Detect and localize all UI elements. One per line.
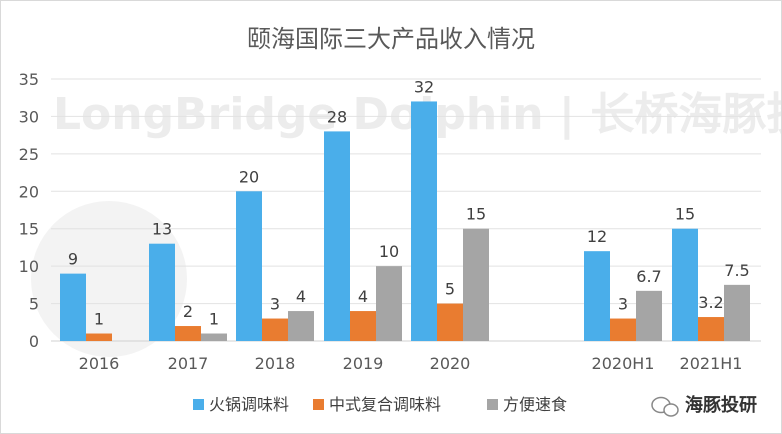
- legend: 火锅调味料 中式复合调味料 方便速食: [193, 395, 567, 414]
- bar-方便速食-2019: [376, 266, 402, 341]
- data-label: 13: [152, 220, 172, 239]
- y-tick-label: 25: [19, 145, 39, 164]
- data-label: 3: [618, 295, 628, 314]
- y-tick-label: 15: [19, 220, 39, 239]
- x-tick-label: 2018: [255, 354, 296, 373]
- bar-中式复合调味料-2019: [350, 311, 376, 341]
- data-label: 12: [587, 227, 607, 246]
- x-axis-ticks: 2016 2017 2018 2019 2020 2020H1 2021H1: [79, 354, 743, 373]
- bar-火锅调味料-2019: [324, 131, 350, 341]
- y-tick-label: 5: [29, 295, 39, 314]
- bar-火锅调味料-2020: [411, 101, 437, 341]
- bar-火锅调味料-2018: [236, 191, 262, 341]
- bar-方便速食-2017: [201, 333, 227, 341]
- chart-title: 颐海国际三大产品收入情况: [247, 25, 535, 53]
- data-label: 5: [445, 280, 455, 299]
- bar-火锅调味料-2016: [60, 273, 86, 341]
- bar-中式复合调味料-2017: [175, 326, 201, 341]
- bars: [60, 101, 750, 341]
- watermark: LongBridge Dolphin | 长桥海豚投研: [31, 89, 781, 357]
- data-label: 6.7: [636, 267, 661, 286]
- bar-中式复合调味料-2018: [262, 318, 288, 341]
- y-tick-label: 35: [19, 70, 39, 89]
- data-label: 4: [358, 287, 368, 306]
- data-label: 2: [183, 302, 193, 321]
- data-label: 4: [296, 287, 306, 306]
- data-label: 15: [466, 205, 486, 224]
- legend-label: 火锅调味料: [209, 395, 289, 414]
- data-label: 20: [239, 167, 259, 186]
- bar-方便速食-2021H1: [724, 284, 750, 341]
- data-label: 7.5: [724, 261, 749, 280]
- legend-swatch: [313, 399, 324, 410]
- legend-label: 中式复合调味料: [329, 395, 441, 414]
- bar-方便速食-2020H1: [636, 290, 662, 341]
- legend-swatch: [487, 399, 498, 410]
- x-tick-label: 2016: [79, 354, 120, 373]
- x-tick-label: 2021H1: [680, 354, 743, 373]
- data-label: 28: [327, 107, 347, 126]
- bar-中式复合调味料-2021H1: [698, 317, 724, 341]
- data-label: 1: [94, 310, 104, 329]
- legend-label: 方便速食: [503, 395, 567, 414]
- x-tick-label: 2017: [168, 354, 209, 373]
- y-tick-label: 30: [19, 107, 39, 126]
- y-axis-ticks: 0 5 10 15 20 25 30 35: [19, 70, 39, 351]
- data-label: 15: [675, 205, 695, 224]
- x-tick-label: 2020: [430, 354, 471, 373]
- x-tick-label: 2020H1: [592, 354, 655, 373]
- data-label: 1: [209, 310, 219, 329]
- data-label: 32: [414, 77, 434, 96]
- data-label: 10: [379, 242, 399, 261]
- y-tick-label: 0: [29, 332, 39, 351]
- y-tick-label: 20: [19, 182, 39, 201]
- wechat-icon: [651, 396, 679, 417]
- brand-logo: 海豚投研: [651, 394, 757, 417]
- bar-火锅调味料-2020H1: [584, 251, 610, 341]
- bar-方便速食-2018: [288, 311, 314, 341]
- data-label: 9: [68, 250, 78, 269]
- y-tick-label: 10: [19, 257, 39, 276]
- bar-中式复合调味料-2016: [86, 333, 112, 341]
- data-label: 3: [270, 295, 280, 314]
- bar-中式复合调味料-2020: [437, 303, 463, 341]
- x-tick-label: 2019: [343, 354, 384, 373]
- bar-方便速食-2020: [463, 228, 489, 341]
- legend-swatch: [193, 399, 204, 410]
- bar-火锅调味料-2021H1: [672, 228, 698, 341]
- bar-中式复合调味料-2020H1: [610, 318, 636, 341]
- data-label: 3.2: [698, 293, 723, 312]
- bar-火锅调味料-2017: [149, 243, 175, 341]
- logo-text: 海豚投研: [685, 394, 757, 416]
